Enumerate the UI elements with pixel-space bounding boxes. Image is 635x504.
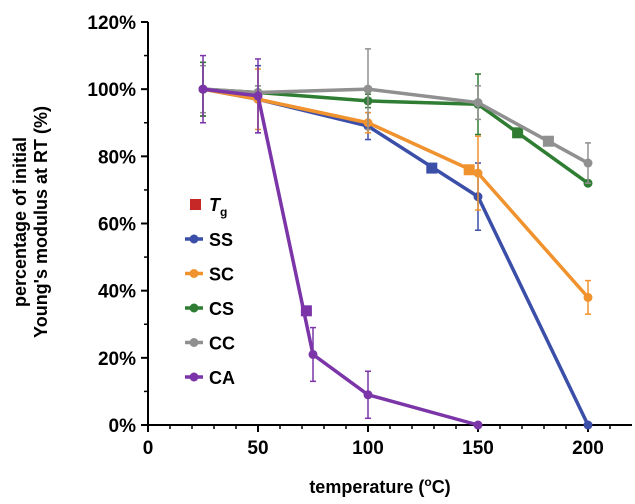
- axes: 0% 20% 40% 60% 80% 100% 120% 0 50 100 150 200: [87, 13, 632, 459]
- y-tick-label: 80%: [98, 147, 136, 168]
- legend-tg-label: Tg: [209, 195, 227, 219]
- x-tick-label: 0: [143, 438, 154, 459]
- series-line-ca: [203, 89, 478, 425]
- legend: Tg SS SC CS CC CA: [185, 195, 235, 388]
- tg-marker-sc: [464, 164, 475, 175]
- x-tick-label: 50: [247, 438, 268, 459]
- y-tick-label: 40%: [98, 282, 136, 303]
- series-ca: [199, 56, 483, 430]
- data-point-cc: [474, 98, 483, 107]
- legend-label-ss: SS: [209, 230, 233, 250]
- legend-tg-subscript: g: [220, 205, 227, 219]
- y-tick-label: 0%: [109, 416, 137, 437]
- x-axis-title-end: C): [432, 477, 451, 497]
- tg-marker-cc: [543, 136, 554, 147]
- legend-tg-marker: [190, 199, 201, 210]
- x-tick-label: 200: [572, 438, 604, 459]
- y-tick-label: 120%: [87, 13, 136, 34]
- data-point-ca: [199, 85, 208, 94]
- series-line-ss: [203, 89, 588, 425]
- series-line-sc: [203, 89, 588, 297]
- legend-point-sc: [190, 269, 199, 278]
- y-axis-title-line1: percentage of initial: [10, 137, 30, 307]
- x-tick-label: 100: [352, 438, 384, 459]
- y-tick-label: 60%: [98, 215, 136, 236]
- legend-point-cs: [190, 304, 199, 313]
- legend-point-cc: [190, 338, 199, 347]
- data-point-cc: [364, 85, 373, 94]
- data-point-cc: [584, 159, 593, 168]
- legend-label-cc: CC: [209, 334, 235, 354]
- y-tick-label: 20%: [98, 349, 136, 370]
- tg-marker-ss: [426, 163, 437, 174]
- legend-point-ss: [190, 235, 199, 244]
- x-axis-title-main: temperature (: [309, 477, 424, 497]
- x-axis-title-sup: o: [424, 475, 431, 489]
- series-layer: [199, 49, 593, 430]
- data-point-sc: [474, 169, 483, 178]
- legend-label-cs: CS: [209, 299, 234, 319]
- legend-label-ca: CA: [209, 368, 235, 388]
- data-point-ca: [364, 390, 373, 399]
- data-point-ca: [474, 421, 483, 430]
- tg-marker-cs: [512, 127, 523, 138]
- data-point-sc: [584, 293, 593, 302]
- legend-label-sc: SC: [209, 265, 234, 285]
- legend-point-ca: [190, 373, 199, 382]
- data-point-ca: [309, 350, 318, 359]
- x-axis-title: temperature (oC): [309, 475, 450, 497]
- data-point-ss: [584, 421, 593, 430]
- y-tick-label: 100%: [87, 80, 136, 101]
- tg-marker-ca: [301, 305, 312, 316]
- data-point-ca: [254, 91, 263, 100]
- x-tick-label: 150: [462, 438, 494, 459]
- y-axis-title-line2: Young's modulus at RT (%): [31, 106, 51, 338]
